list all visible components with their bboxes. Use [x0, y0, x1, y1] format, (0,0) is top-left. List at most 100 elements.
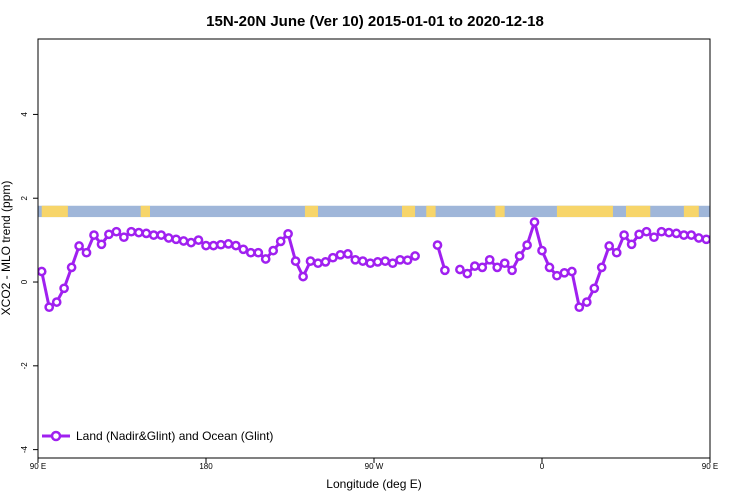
data-point [410, 251, 420, 261]
data-point [133, 227, 144, 238]
data-point [649, 232, 659, 243]
land-segment [556, 205, 613, 218]
data-point [522, 240, 532, 250]
data-point [320, 257, 331, 267]
data-point [275, 236, 286, 247]
data-point [268, 245, 279, 256]
y-tick-label: 0 [20, 279, 29, 284]
data-point [96, 239, 107, 250]
data-point [253, 247, 264, 258]
data-point [283, 228, 293, 239]
data-point [679, 230, 689, 240]
data-point [193, 235, 204, 245]
legend-marker [50, 430, 62, 442]
data-point [126, 226, 137, 237]
land-segment [41, 205, 68, 218]
data-point [335, 249, 346, 260]
data-point [455, 264, 465, 275]
ocean-band [38, 205, 710, 218]
land-segment [140, 205, 150, 218]
series-group [38, 217, 710, 313]
data-point [163, 233, 174, 243]
data-point [38, 266, 47, 277]
data-point [201, 240, 211, 251]
data-point [432, 240, 443, 250]
data-point [469, 261, 480, 271]
x-tick-label: 180 [199, 462, 213, 471]
data-point [574, 302, 585, 313]
data-point [544, 262, 555, 273]
data-point [611, 247, 622, 258]
data-point [141, 228, 152, 239]
land-segment [402, 205, 416, 218]
data-point [664, 227, 674, 238]
data-point [693, 233, 704, 243]
data-point [619, 230, 629, 240]
x-axis-label: Longitude (deg E) [326, 477, 421, 491]
data-point [372, 257, 383, 267]
x-tick-label: 90 E [702, 462, 718, 471]
y-tick-label: 2 [20, 195, 29, 200]
data-point [492, 262, 503, 273]
data-point [81, 247, 92, 258]
data-point [529, 217, 540, 227]
data-point [641, 226, 652, 237]
legend-label: Land (Nadir&Glint) and Ocean (Glint) [76, 429, 273, 443]
data-point [350, 254, 361, 265]
data-point [111, 226, 122, 237]
plot-area [37, 38, 711, 459]
legend: Land (Nadir&Glint) and Ocean (Glint) [42, 429, 273, 443]
data-point [178, 236, 189, 246]
y-tick-label: 4 [20, 112, 29, 117]
data-point [148, 230, 159, 240]
data-point [395, 254, 405, 265]
x-tick-label: 0 [540, 462, 545, 471]
data-point [477, 262, 488, 273]
data-point [596, 262, 607, 273]
data-point [104, 229, 114, 240]
data-point [365, 258, 376, 269]
data-point [238, 244, 249, 255]
data-point [462, 268, 473, 279]
data-point [656, 226, 667, 237]
data-point [328, 252, 338, 263]
data-point [537, 245, 547, 256]
data-point [44, 302, 55, 313]
data-point [357, 256, 368, 266]
data-point [119, 232, 129, 243]
data-point [231, 240, 241, 251]
data-point [380, 256, 391, 266]
data-point [245, 247, 256, 258]
data-point [290, 256, 301, 266]
data-point [581, 297, 592, 307]
land-segment [495, 205, 505, 218]
land-segment [626, 205, 651, 218]
data-point [552, 270, 562, 281]
data-point [559, 267, 570, 278]
data-point [89, 230, 99, 240]
data-point [343, 249, 353, 259]
data-point [260, 254, 271, 264]
data-point [634, 229, 644, 240]
data-point [626, 239, 637, 250]
data-point [387, 258, 398, 269]
land-ocean-strip [38, 205, 710, 218]
data-point [499, 258, 510, 269]
x-axis: 90 E 180 90 W 0 90 E [30, 458, 718, 471]
x-tick-label: 90 W [365, 462, 384, 471]
data-point [589, 283, 600, 294]
data-point [298, 271, 308, 282]
data-point [671, 228, 682, 239]
y-tick-label: -2 [20, 362, 29, 370]
data-point [507, 265, 517, 276]
data-point [484, 254, 495, 265]
land-segment [304, 205, 318, 218]
data-point [208, 240, 219, 251]
data-point [66, 262, 77, 273]
data-point [51, 297, 62, 307]
data-point [686, 230, 697, 240]
data-point [74, 241, 84, 251]
data-point [216, 239, 226, 250]
data-point [223, 239, 234, 249]
